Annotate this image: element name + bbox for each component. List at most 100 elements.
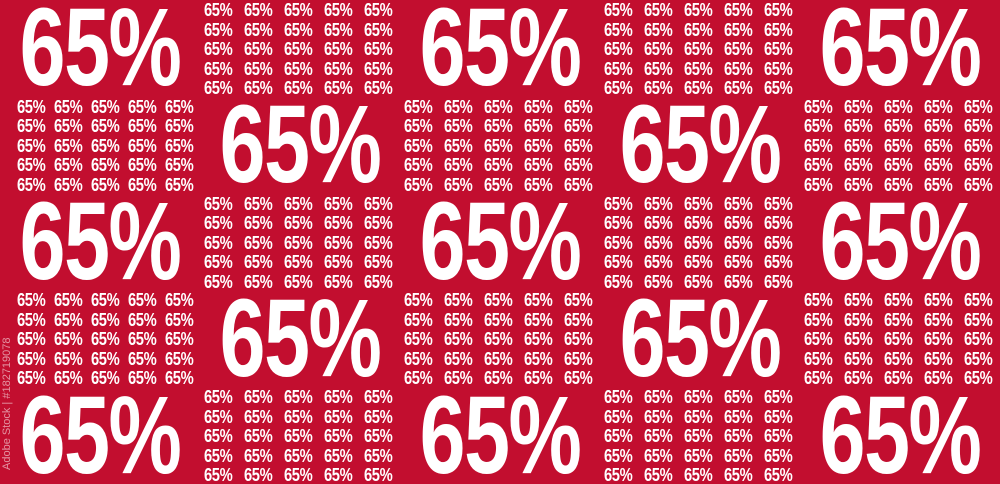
- small-percent-label: 65%: [17, 290, 46, 311]
- big-percent-label: 65%: [19, 387, 182, 484]
- small-percent-label: 65%: [764, 406, 793, 427]
- small-percent-label: 65%: [484, 329, 513, 350]
- small-percent-label: 65%: [644, 445, 673, 466]
- small-percent-label: 65%: [644, 0, 673, 20]
- small-percent-label: 65%: [924, 368, 953, 388]
- small-label-cell: 65% 65% 65% 65% 65% 65% 65% 65% 65% 65% 65% 65% 65% 6…: [800, 97, 1000, 194]
- small-percent-label: 65%: [644, 193, 673, 214]
- small-percent-label: 65%: [284, 271, 313, 291]
- small-percent-label: 65%: [165, 329, 194, 350]
- small-percent-label: 65%: [644, 271, 673, 291]
- big-label-cell: 65%: [200, 97, 400, 194]
- small-percent-label: 65%: [284, 232, 313, 253]
- small-percent-label: 65%: [964, 174, 993, 194]
- small-percent-label: 65%: [91, 368, 120, 388]
- small-percent-label: 65%: [804, 368, 833, 388]
- big-label-cell: 65%: [800, 387, 1000, 484]
- small-label-cell: 65% 65% 65% 65% 65% 65% 65% 65% 65% 65% 65% 65% 65% 6…: [400, 290, 600, 387]
- big-percent-label: 65%: [419, 193, 582, 291]
- small-percent-label: 65%: [165, 135, 194, 156]
- small-percent-label: 65%: [884, 329, 913, 350]
- small-percent-label: 65%: [924, 155, 953, 176]
- small-percent-label: 65%: [404, 368, 433, 388]
- small-percent-label: 65%: [128, 96, 157, 117]
- small-label-cell: 65% 65% 65% 65% 65% 65% 65% 65% 65% 65% 65% 65% 65% 6…: [200, 387, 400, 484]
- small-percent-label: 65%: [165, 116, 194, 137]
- small-percent-label: 65%: [204, 252, 233, 273]
- small-percent-label: 65%: [128, 368, 157, 388]
- small-percent-label: 65%: [804, 174, 833, 194]
- big-label-cell: 65%: [600, 290, 800, 387]
- small-percent-label: 65%: [884, 116, 913, 137]
- small-percent-label: 65%: [604, 213, 633, 234]
- small-percent-label: 65%: [364, 58, 393, 79]
- small-percent-label: 65%: [165, 368, 194, 388]
- small-percent-label: 65%: [604, 0, 633, 20]
- small-percent-label: 65%: [284, 19, 313, 40]
- small-percent-label: 65%: [684, 232, 713, 253]
- small-percent-label: 65%: [604, 426, 633, 447]
- small-percent-label: 65%: [684, 58, 713, 79]
- small-percent-label: 65%: [128, 329, 157, 350]
- small-label-cell: 65% 65% 65% 65% 65% 65% 65% 65% 65% 65% 65% 65% 65% 6…: [0, 97, 200, 194]
- small-percent-label: 65%: [764, 0, 793, 20]
- small-percent-label: 65%: [324, 465, 353, 484]
- small-percent-label: 65%: [91, 135, 120, 156]
- small-percent-label: 65%: [724, 19, 753, 40]
- small-percent-label: 65%: [324, 232, 353, 253]
- small-percent-label: 65%: [724, 39, 753, 59]
- small-percent-label: 65%: [764, 426, 793, 447]
- small-percent-label: 65%: [324, 387, 353, 408]
- small-percent-label: 65%: [764, 58, 793, 79]
- small-percent-label: 65%: [128, 174, 157, 194]
- big-label-cell: 65%: [400, 0, 600, 97]
- small-percent-label: 65%: [244, 271, 273, 291]
- small-percent-label: 65%: [924, 96, 953, 117]
- small-percent-label: 65%: [324, 213, 353, 234]
- small-percent-label: 65%: [844, 135, 873, 156]
- small-percent-label: 65%: [524, 309, 553, 330]
- small-percent-label: 65%: [564, 116, 593, 137]
- small-percent-label: 65%: [444, 174, 473, 194]
- small-percent-label: 65%: [644, 406, 673, 427]
- small-percent-label: 65%: [684, 39, 713, 59]
- small-percent-label: 65%: [764, 232, 793, 253]
- small-percent-label: 65%: [524, 155, 553, 176]
- small-percent-label: 65%: [17, 155, 46, 176]
- small-percent-label: 65%: [54, 348, 83, 369]
- small-percent-label: 65%: [484, 174, 513, 194]
- small-percent-label: 65%: [604, 445, 633, 466]
- small-percent-label: 65%: [924, 174, 953, 194]
- big-label-cell: 65%: [400, 194, 600, 291]
- small-percent-label: 65%: [604, 39, 633, 59]
- small-percent-label: 65%: [284, 465, 313, 484]
- small-percent-label: 65%: [724, 232, 753, 253]
- small-percent-label: 65%: [564, 135, 593, 156]
- small-percent-label: 65%: [91, 290, 120, 311]
- small-percent-label: 65%: [91, 155, 120, 176]
- small-percent-label: 65%: [364, 271, 393, 291]
- small-percent-label: 65%: [524, 116, 553, 137]
- small-label-cell: 65% 65% 65% 65% 65% 65% 65% 65% 65% 65% 65% 65% 65% 6…: [600, 0, 800, 97]
- small-percent-label: 65%: [404, 96, 433, 117]
- small-percent-label: 65%: [484, 309, 513, 330]
- small-percent-label: 65%: [128, 309, 157, 330]
- small-percent-label: 65%: [764, 19, 793, 40]
- small-percent-label: 65%: [844, 348, 873, 369]
- small-percent-label: 65%: [884, 96, 913, 117]
- small-percent-label: 65%: [564, 368, 593, 388]
- small-percent-label: 65%: [924, 290, 953, 311]
- small-percent-label: 65%: [284, 193, 313, 214]
- small-percent-label: 65%: [404, 135, 433, 156]
- small-percent-label: 65%: [204, 193, 233, 214]
- small-percent-label: 65%: [724, 465, 753, 484]
- small-percent-label: 65%: [564, 96, 593, 117]
- small-percent-label: 65%: [54, 309, 83, 330]
- small-percent-label: 65%: [684, 445, 713, 466]
- small-percent-label: 65%: [724, 426, 753, 447]
- small-percent-label: 65%: [244, 232, 273, 253]
- small-percent-label: 65%: [244, 39, 273, 59]
- small-percent-label: 65%: [54, 155, 83, 176]
- small-percent-label: 65%: [324, 39, 353, 59]
